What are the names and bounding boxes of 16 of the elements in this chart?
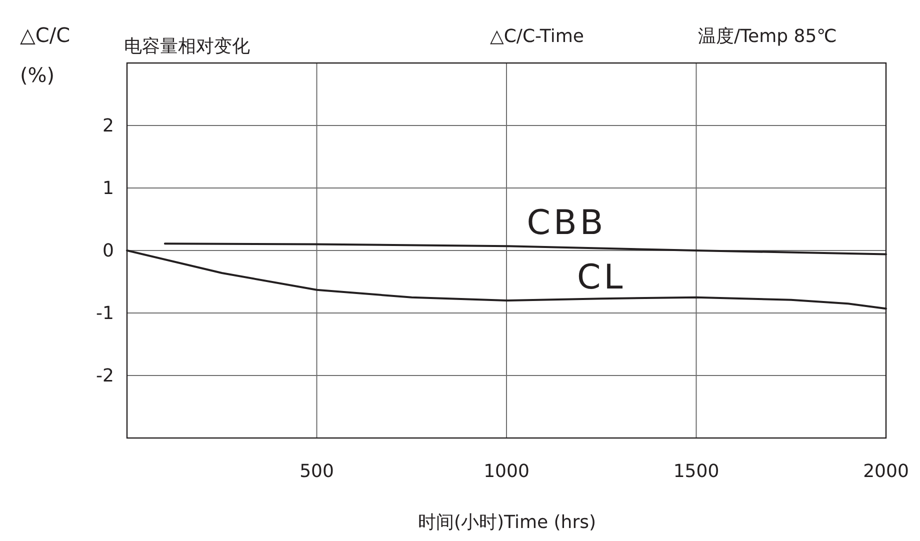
x-tick-label: 1500 xyxy=(673,461,720,482)
y-tick-label: 2 xyxy=(102,116,114,136)
x-tick-label: 2000 xyxy=(863,461,909,482)
x-tick-label: 1000 xyxy=(484,461,530,482)
y-axis-title: △C/C (%) xyxy=(20,23,70,87)
y-tick-label: 0 xyxy=(102,240,114,262)
series-label: CBB xyxy=(526,203,606,244)
y-tick-label: -2 xyxy=(96,366,114,386)
series-label: CL xyxy=(577,258,626,298)
text: 电容量相对变化 xyxy=(124,36,250,57)
y-tick-label: -1 xyxy=(96,303,114,324)
chart-title: △C/C-Time xyxy=(490,26,584,47)
x-tick-label: 500 xyxy=(300,461,334,482)
y-tick-label: 1 xyxy=(102,178,114,199)
x-axis-title: 时间(小时)Time (hrs) xyxy=(418,512,596,533)
chart-subtitle: 温度/Temp 85℃ xyxy=(698,26,837,47)
